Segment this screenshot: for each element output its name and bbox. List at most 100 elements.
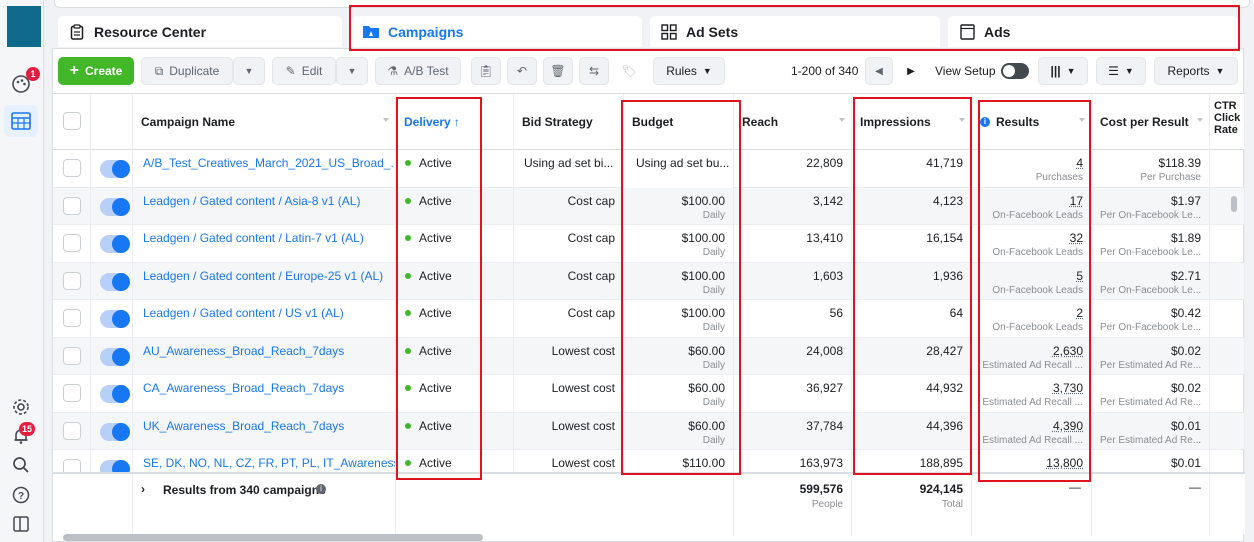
tab-ad-sets[interactable]: Ad Sets <box>650 16 940 47</box>
row-checkbox[interactable] <box>63 159 81 177</box>
table-row[interactable]: Leadgen / Gated content / Europe-25 v1 (… <box>53 262 1245 300</box>
brand-logo[interactable] <box>7 6 41 47</box>
row-checkbox[interactable] <box>63 309 81 327</box>
table-row[interactable]: Leadgen / Gated content / US v1 (AL) Acti… <box>53 300 1245 338</box>
campaign-name-link[interactable]: CA_Awareness_Broad_Reach_7days <box>143 381 345 395</box>
sort-caret-icon <box>383 118 389 122</box>
cell-impressions: 44,932 <box>852 375 972 413</box>
toolbar: + Create ⧉ Duplicate ▼ ✎ Edit ▼ <box>53 49 1245 93</box>
column-impressions[interactable]: Impressions <box>852 94 972 150</box>
edit-button[interactable]: ✎ Edit <box>272 57 336 85</box>
search-icon[interactable] <box>10 454 32 476</box>
cell-reach: 22,809 <box>734 150 852 188</box>
results-summary[interactable]: › Results from 340 campaigns i <box>133 474 396 536</box>
campaign-on-off-toggle[interactable] <box>100 385 130 403</box>
campaign-name-link[interactable]: AU_Awareness_Broad_Reach_7days <box>143 343 345 358</box>
row-checkbox[interactable] <box>63 384 81 402</box>
campaigns-table: Campaign Name Delivery ↑ Bid Strategy Bud… <box>53 93 1245 542</box>
cell-ctr <box>1210 150 1245 188</box>
undo-button[interactable]: ↶ <box>507 57 537 85</box>
settings-gear-icon[interactable] <box>10 396 32 418</box>
rules-button[interactable]: Rules ▼ <box>653 57 725 85</box>
vertical-scrollbar[interactable] <box>1231 196 1237 212</box>
cell-bid: Cost cap <box>514 300 624 338</box>
caret-down-icon: ▼ <box>1066 66 1076 76</box>
table-row[interactable]: A/B_Test_Creatives_March_2021_US_Broad_.… <box>53 150 1245 188</box>
cell-budget: $100.00 Daily <box>624 187 734 225</box>
campaign-name-link[interactable]: A/B_Test_Creatives_March_2021_US_Broad_.… <box>143 156 396 170</box>
cell-name[interactable]: SE, DK, NO, NL, CZ, FR, PT, PL, IT_Aware… <box>133 450 396 488</box>
row-checkbox[interactable] <box>63 271 81 290</box>
edit-dropdown-button[interactable]: ▼ <box>336 57 368 85</box>
campaign-on-off-toggle[interactable] <box>100 272 130 291</box>
campaign-on-off-toggle[interactable] <box>100 197 130 216</box>
row-checkbox[interactable] <box>63 234 81 252</box>
campaign-name-link[interactable]: Leadgen / Gated content / Asia-8 v1 (AL) <box>143 193 361 208</box>
row-checkbox[interactable] <box>63 421 81 440</box>
cell-name[interactable]: Leadgen / Gated content / Europe-25 v1 (… <box>133 262 396 300</box>
table-view-icon[interactable] <box>10 110 32 132</box>
campaign-on-off-toggle[interactable] <box>100 310 130 328</box>
campaign-name-link[interactable]: Leadgen / Gated content / US v1 (AL) <box>143 306 344 320</box>
cell-name[interactable]: Leadgen / Gated content / US v1 (AL) <box>133 300 396 338</box>
panel-toggle-icon[interactable] <box>10 513 32 535</box>
clipboard-button[interactable]: 📋︎ <box>471 57 501 85</box>
column-results[interactable]: i Results <box>972 94 1092 150</box>
campaign-on-off-toggle[interactable] <box>100 160 130 178</box>
view-setup-toggle[interactable] <box>1001 63 1029 79</box>
cell-name[interactable]: Leadgen / Gated content / Asia-8 v1 (AL) <box>133 187 396 225</box>
campaign-on-off-toggle[interactable] <box>100 422 130 441</box>
campaign-name-link[interactable]: SE, DK, NO, NL, CZ, FR, PT, PL, IT_Aware… <box>143 456 396 470</box>
footer-reach: 599,576 People <box>734 474 852 536</box>
table-row[interactable]: CA_Awareness_Broad_Reach_7days Active Lowe… <box>53 375 1245 413</box>
column-delivery[interactable]: Delivery ↑ <box>396 94 514 150</box>
next-page-button[interactable]: ▶ <box>897 57 925 85</box>
row-checkbox[interactable] <box>63 346 81 365</box>
column-cost-per-result[interactable]: Cost per Result <box>1092 94 1210 150</box>
cell-name[interactable]: UK_Awareness_Broad_Reach_7days <box>133 412 396 450</box>
table-row[interactable]: AU_Awareness_Broad_Reach_7days Active Lowe… <box>53 337 1245 375</box>
column-ctr[interactable]: CTR Click Rate <box>1210 94 1245 150</box>
campaign-on-off-toggle[interactable] <box>100 347 130 366</box>
create-button[interactable]: + Create <box>58 57 134 85</box>
cell-name[interactable]: Leadgen / Gated content / Latin-7 v1 (AL… <box>133 225 396 263</box>
delivery-status: Active <box>419 418 452 433</box>
undo-icon: ↶ <box>516 64 528 78</box>
tab-campaigns[interactable]: Campaigns <box>352 16 642 47</box>
table-row[interactable]: Leadgen / Gated content / Asia-8 v1 (AL)… <box>53 187 1245 225</box>
cell-name[interactable]: A/B_Test_Creatives_March_2021_US_Broad_.… <box>133 150 396 188</box>
export-button[interactable]: ⇆ <box>579 57 609 85</box>
cell-impressions: 41,719 <box>852 150 972 188</box>
select-all-checkbox[interactable] <box>63 112 81 130</box>
column-budget[interactable]: Budget <box>624 94 734 150</box>
horizontal-scrollbar[interactable] <box>63 534 483 541</box>
row-checkbox[interactable] <box>63 196 81 215</box>
column-campaign-name[interactable]: Campaign Name <box>133 94 396 150</box>
breakdown-button[interactable]: ☰ ▼ <box>1096 57 1146 85</box>
ab-test-button[interactable]: ⚗ A/B Test <box>375 57 461 85</box>
campaign-name-link[interactable]: UK_Awareness_Broad_Reach_7days <box>143 418 345 433</box>
campaign-on-off-toggle[interactable] <box>100 235 130 253</box>
column-reach[interactable]: Reach <box>734 94 852 150</box>
campaign-name-link[interactable]: Leadgen / Gated content / Europe-25 v1 (… <box>143 268 384 283</box>
campaign-name-link[interactable]: Leadgen / Gated content / Latin-7 v1 (AL… <box>143 231 364 245</box>
palette-icon[interactable] <box>10 73 32 95</box>
duplicate-button[interactable]: ⧉ Duplicate <box>141 57 233 85</box>
tag-button[interactable]: 🏷︎ <box>615 57 643 85</box>
column-bid-strategy[interactable]: Bid Strategy <box>514 94 624 150</box>
table-row[interactable]: UK_Awareness_Broad_Reach_7days Active Lowe… <box>53 412 1245 450</box>
duplicate-dropdown-button[interactable]: ▼ <box>233 57 265 85</box>
tab-resource-center[interactable]: Resource Center <box>58 16 342 47</box>
columns-button[interactable]: ||| ▼ <box>1038 57 1088 85</box>
table-row[interactable]: Leadgen / Gated content / Latin-7 v1 (AL… <box>53 225 1245 263</box>
cell-name[interactable]: CA_Awareness_Broad_Reach_7days <box>133 375 396 413</box>
reports-button[interactable]: Reports ▼ <box>1154 57 1238 85</box>
prev-page-button[interactable]: ◀ <box>865 57 893 85</box>
sort-caret-icon <box>1079 118 1085 122</box>
cell-name[interactable]: AU_Awareness_Broad_Reach_7days <box>133 337 396 375</box>
caret-down-icon: ▼ <box>1124 66 1134 76</box>
help-icon[interactable]: ? <box>10 484 32 506</box>
delete-button[interactable]: 🗑︎ <box>543 57 573 85</box>
tab-ads[interactable]: Ads <box>948 16 1238 47</box>
cell-ctr <box>1210 262 1245 300</box>
